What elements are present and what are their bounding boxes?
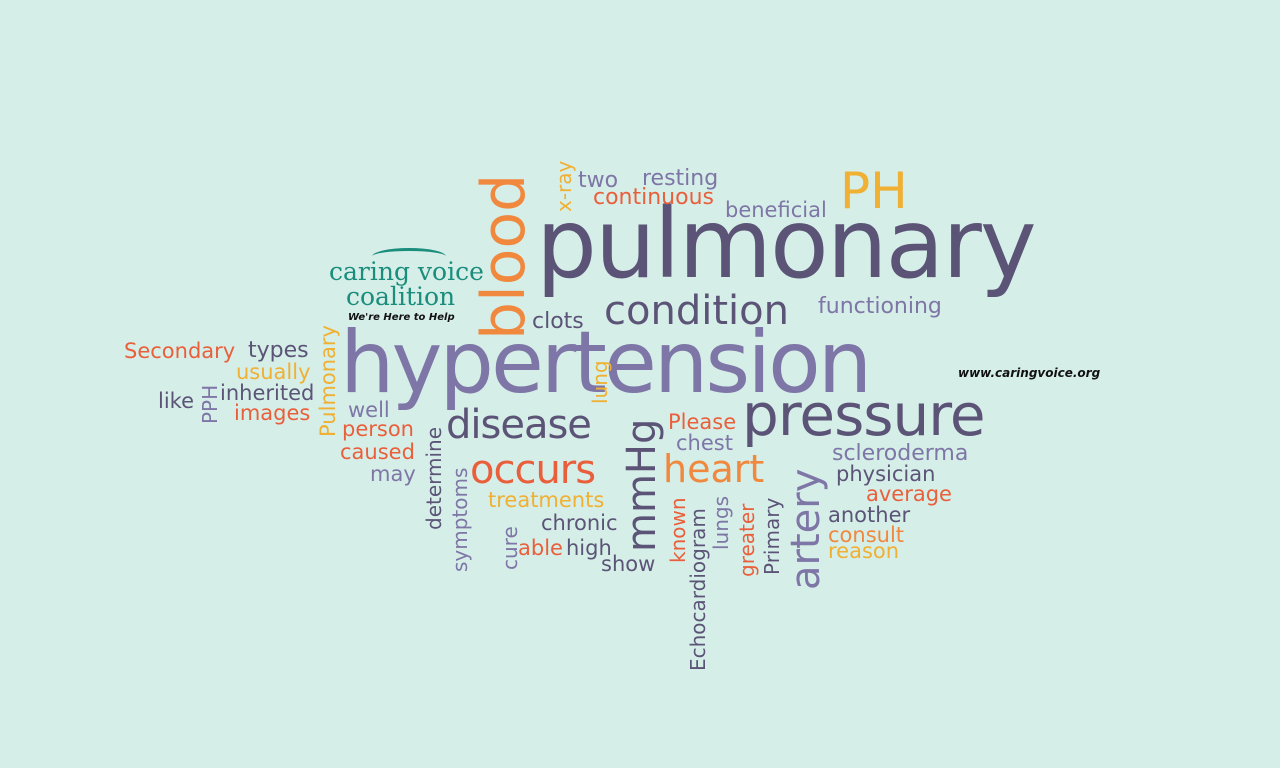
word-pph: PPH (198, 384, 222, 424)
word-show: show (601, 552, 656, 576)
word-condition: condition (604, 288, 789, 334)
word-disease: disease (446, 402, 592, 448)
word-pulmonary: pulmonary (536, 188, 1037, 300)
word-clots: clots (532, 309, 584, 334)
word-please: Please (668, 410, 737, 434)
word-lungs: lungs (709, 495, 733, 550)
word-hypertension: hypertension (340, 313, 872, 413)
word-chronic: chronic (541, 511, 618, 535)
word-lung: lung (588, 360, 612, 404)
word-caused: caused (340, 440, 415, 464)
logo-tagline: We're Here to Help (348, 312, 455, 323)
word-greater: greater (735, 503, 759, 577)
word-pressure: pressure (742, 381, 986, 449)
word-person: person (342, 417, 414, 441)
word-consult: consult (828, 523, 905, 547)
word-mmhg: mmHg (619, 418, 665, 552)
word-pulmonary-small: Pulmonary (316, 325, 340, 437)
word-inherited: inherited (220, 381, 315, 405)
logo-line2: coalition (346, 282, 456, 311)
word-physician: physician (836, 462, 936, 486)
word-two: two (578, 168, 619, 193)
word-able: able (518, 536, 563, 560)
word-types: types (248, 338, 309, 363)
logo-swoosh (372, 248, 446, 265)
word-scleroderma: scleroderma (832, 441, 969, 466)
word-artery: artery (783, 468, 829, 590)
word-usually: usually (236, 360, 311, 384)
word-determine: determine (422, 426, 446, 530)
word-known: known (666, 497, 690, 563)
word-another: another (828, 503, 911, 527)
word-blood: blood (469, 173, 539, 340)
word-echocardiogram: Echocardiogram (686, 508, 710, 671)
word-treatments: treatments (488, 488, 605, 512)
word-symptoms: symptoms (448, 467, 472, 572)
word-chest: chest (676, 431, 733, 455)
word-heart: heart (663, 447, 765, 491)
word-reason: reason (828, 539, 900, 563)
word-ph: PH (840, 162, 908, 220)
word-primary: Primary (760, 497, 784, 575)
website-url: www.caringvoice.org (958, 366, 1101, 380)
word-images: images (234, 401, 311, 425)
word-high: high (566, 536, 612, 560)
word-well: well (348, 398, 390, 422)
word-resting: resting (642, 166, 719, 191)
word-beneficial: beneficial (725, 198, 827, 222)
word-occurs: occurs (470, 447, 596, 493)
word-secondary: Secondary (124, 339, 236, 363)
word-continuous: continuous (593, 185, 714, 210)
word-average: average (866, 482, 952, 506)
word-cure: cure (498, 526, 522, 570)
word-like: like (158, 389, 195, 413)
word-xray: x-ray (552, 160, 576, 212)
word-may: may (370, 462, 416, 486)
word-functioning: functioning (818, 294, 942, 319)
